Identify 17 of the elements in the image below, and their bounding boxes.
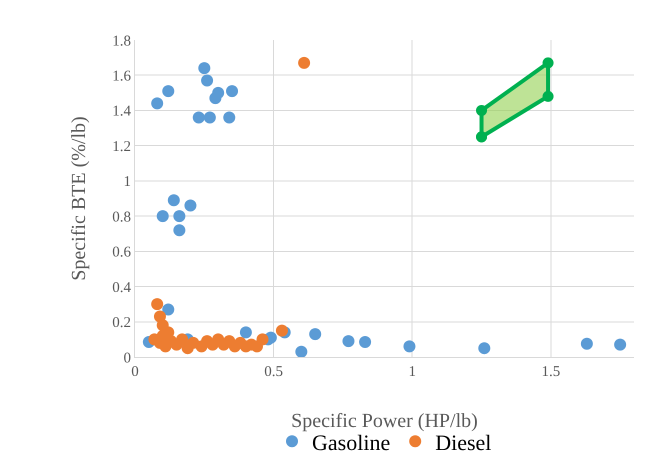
- y-tick-label: 0.2: [112, 315, 131, 332]
- y-tick-label: 1.8: [112, 33, 131, 50]
- legend-label: Gasoline: [312, 430, 390, 455]
- x-tick-label: 1.5: [541, 364, 560, 380]
- y-tick-label: 0.6: [112, 244, 132, 261]
- y-tick-label: 1: [124, 174, 131, 190]
- y-axis-title: Specific BTE (%/lb): [68, 116, 90, 281]
- legend-label: Diesel: [435, 430, 492, 455]
- y-tick-label: 0.4: [112, 280, 132, 296]
- y-tick-label: 1.4: [112, 104, 132, 120]
- y-tick-label: 0: [124, 350, 131, 366]
- y-tick-label: 0.8: [112, 209, 131, 226]
- x-axis-title: Specific Power (HP/lb): [291, 410, 478, 432]
- x-tick-label: 1: [408, 364, 416, 380]
- y-tick-label: 1.2: [112, 138, 131, 155]
- y-tick-label: 1.6: [112, 68, 132, 84]
- x-tick-label: 0.5: [264, 364, 283, 380]
